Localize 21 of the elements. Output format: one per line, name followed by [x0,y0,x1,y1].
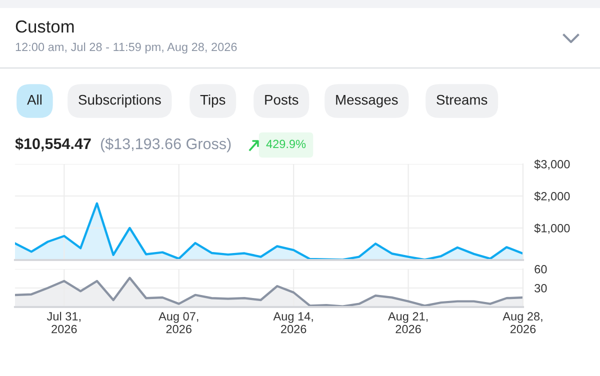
y-tick-label: 30 [534,284,547,292]
text: $10,554.47 [15,138,91,152]
chart-subtitle: 12:00 am, Jul 28 - 11:59 pm, Aug 28, 2026 [16,42,237,54]
y-tick-label: $2,000 [534,192,570,202]
text: ($13,193.66 Gross) [100,138,231,152]
x-tick-label: Aug 21, 2026 [388,312,428,334]
y-tick-label: $3,000 [534,160,570,170]
text: All [27,94,42,105]
x-tick-label: Aug 14, 2026 [273,312,313,334]
text: Tips [200,94,226,108]
chart-title: Custom [16,20,74,33]
x-tick-label: Aug 07, 2026 [158,312,198,334]
y-tick-label: 60 [534,265,547,274]
text: Subscriptions [78,94,161,108]
text: 429.9% [266,140,306,148]
x-tick-label: Aug 28, 2026 [502,312,542,334]
y-tick-label: $1,000 [534,224,570,234]
x-tick-label: Jul 31, 2026 [46,312,80,334]
text: Streams [436,94,488,105]
text: Messages [336,95,398,108]
text: Posts [265,95,298,105]
